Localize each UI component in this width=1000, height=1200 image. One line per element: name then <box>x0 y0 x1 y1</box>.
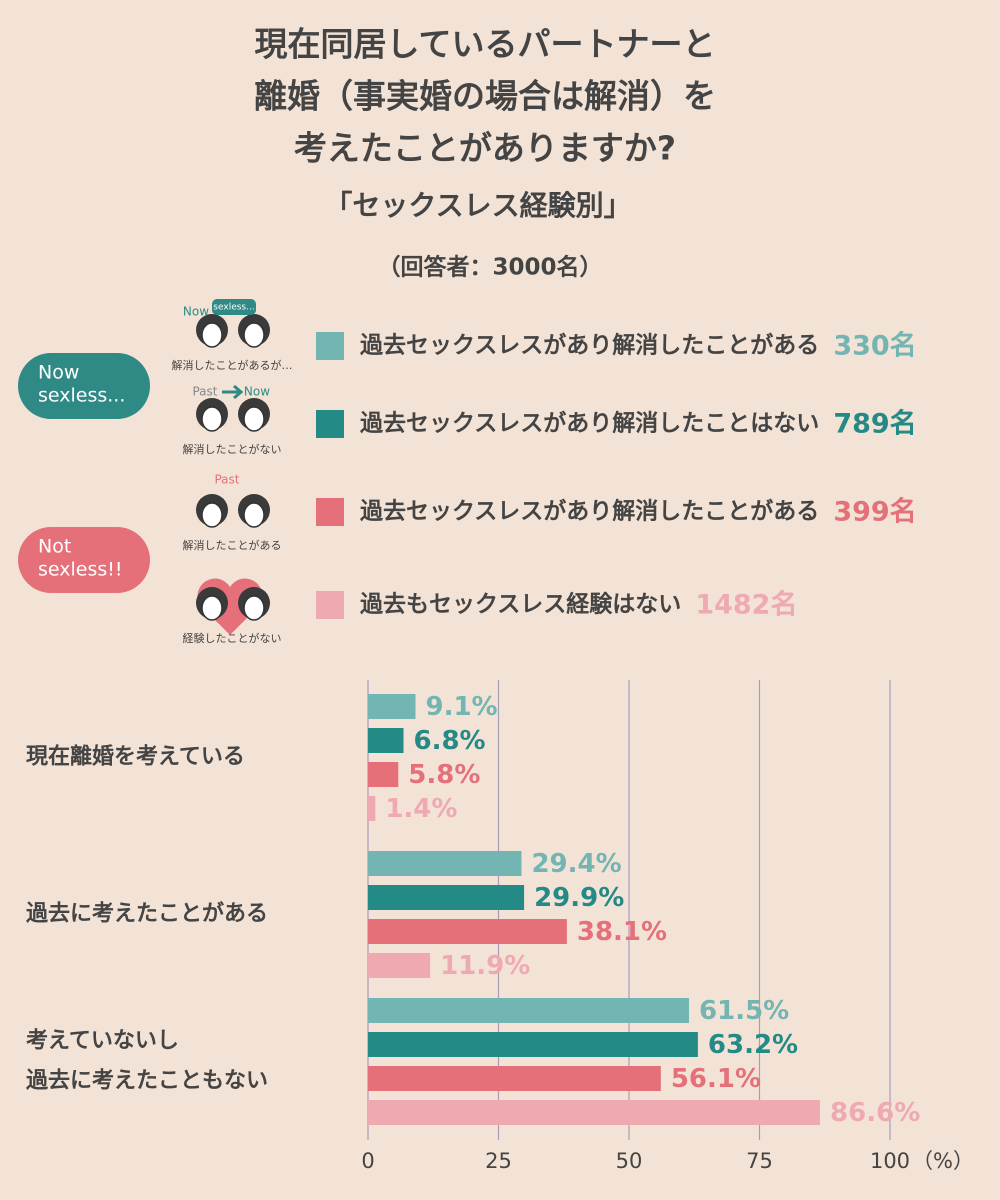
legend-swatch <box>316 591 344 619</box>
bar <box>368 728 404 753</box>
icon-face <box>201 595 223 621</box>
chart-subtitle: 「セックスレス経験別」 <box>324 189 631 222</box>
bar <box>368 919 567 944</box>
x-tick-label: 50 <box>616 1149 643 1173</box>
value-label: 11.9% <box>440 951 530 981</box>
icon-tag: Past <box>192 385 217 399</box>
category-label: 考えていないし <box>26 1029 179 1054</box>
category-label: 過去に考えたこともない <box>26 1068 268 1094</box>
legend-label: 過去セックスレスがあり解消したことがある <box>360 332 819 359</box>
bar <box>368 796 376 821</box>
x-tick-label: 75 <box>746 1149 773 1173</box>
bar <box>368 1066 661 1091</box>
x-tick-label: 100 <box>870 1149 910 1173</box>
x-tick-label: 25 <box>485 1149 512 1173</box>
value-label: 1.4% <box>385 794 457 824</box>
bar <box>368 885 525 910</box>
chart-title: 離婚（事実婚の場合は解消）を <box>254 77 716 116</box>
x-tick-label: 0 <box>361 1149 374 1173</box>
group-pill <box>18 527 150 593</box>
value-label: 5.8% <box>408 760 480 790</box>
icon-tag: sexless... <box>213 303 254 313</box>
legend-swatch <box>316 332 344 360</box>
bar <box>368 998 690 1023</box>
icon-face <box>201 322 223 348</box>
icon-face <box>243 406 265 432</box>
value-label: 6.8% <box>413 726 485 756</box>
arrow <box>222 384 244 400</box>
legend-label: 過去もセックスレス経験はない <box>360 591 681 618</box>
x-unit: （%） <box>912 1149 974 1173</box>
legend-label: 過去セックスレスがあり解消したことがある <box>360 498 819 525</box>
bar <box>368 762 399 787</box>
icon-face <box>243 322 265 348</box>
value-label: 56.1% <box>671 1064 761 1094</box>
legend-count: 330名 <box>833 330 916 362</box>
bar <box>368 694 416 719</box>
category-label: 過去に考えたことがある <box>26 901 268 927</box>
value-label: 29.4% <box>531 849 621 879</box>
icon-face <box>201 406 223 432</box>
bar <box>368 851 522 876</box>
icon-caption: 経験したことがない <box>183 631 282 645</box>
group-label: Not <box>38 536 71 558</box>
group-label: Now <box>38 362 79 384</box>
icon-tag: Past <box>214 473 239 487</box>
chart-title: 現在同居しているパートナーと <box>254 25 715 64</box>
speech-bubble <box>212 299 256 315</box>
icon-face <box>201 502 223 528</box>
chart-title: 考えたことがありますか? <box>294 129 676 168</box>
icon-tag: Now <box>183 305 209 319</box>
legend-count: 1482名 <box>695 589 797 621</box>
group-label: sexless... <box>38 385 125 407</box>
icon-face <box>243 502 265 528</box>
value-label: 29.9% <box>534 883 624 913</box>
value-label: 61.5% <box>699 996 789 1026</box>
legend-count: 399名 <box>833 496 916 528</box>
bar <box>368 953 431 978</box>
legend-swatch <box>316 498 344 526</box>
legend-label: 過去セックスレスがあり解消したことはない <box>360 410 819 437</box>
value-label: 63.2% <box>708 1030 798 1060</box>
value-label: 9.1% <box>426 692 498 722</box>
icon-face <box>243 595 265 621</box>
bar <box>368 1100 821 1125</box>
group-pill <box>18 353 150 419</box>
value-label: 86.6% <box>830 1098 920 1128</box>
legend-swatch <box>316 410 344 438</box>
respondent-note: （回答者：3000名） <box>377 254 602 281</box>
icon-caption: 解消したことがない <box>183 442 282 456</box>
icon-tag: Now <box>244 385 270 399</box>
icon-caption: 解消したことがある <box>183 538 282 552</box>
bar <box>368 1032 698 1057</box>
icon-caption: 解消したことがあるが… <box>172 358 293 372</box>
legend-count: 789名 <box>833 408 916 440</box>
value-label: 38.1% <box>577 917 667 947</box>
group-label: sexless!! <box>38 559 123 581</box>
category-label: 現在離婚を考えている <box>26 744 245 770</box>
